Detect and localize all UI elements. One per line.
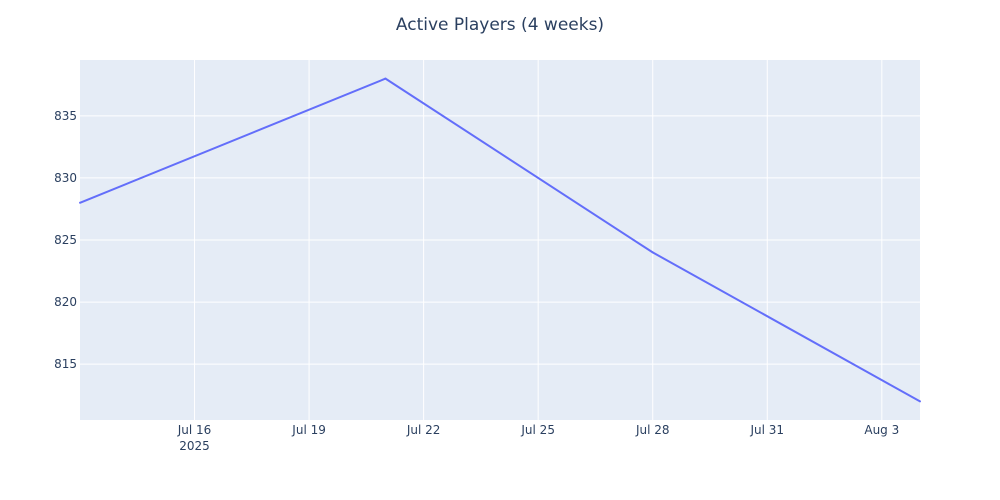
x-tick-label: Jul 31: [749, 423, 784, 437]
x-tick-label: Jul 22: [406, 423, 441, 437]
x-tick-label: Jul 25: [520, 423, 555, 437]
series-layer: [79, 77, 921, 403]
y-tick-label: 815: [54, 357, 77, 371]
y-tick-label: 820: [54, 295, 77, 309]
y-tick-label: 835: [54, 109, 77, 123]
y-gridlines: [80, 115, 920, 365]
x-tick-label: Aug 3: [864, 423, 899, 437]
x-tick-label: Jul 28: [635, 423, 670, 437]
y-tick-label: 830: [54, 171, 77, 185]
data-point: [384, 77, 387, 80]
x-tick-label: Jul 16: [177, 423, 212, 437]
series-line: [79, 77, 921, 403]
data-point: [919, 400, 921, 403]
chart-title: Active Players (4 weeks): [396, 15, 604, 35]
x-tick-label: Jul 19: [291, 423, 326, 437]
x-tick-year-label: 2025: [179, 439, 210, 453]
x-axis-ticks: Jul 16 2025 Jul 19 Jul 22 Jul 25 Jul 28 Jul 31…: [177, 423, 899, 453]
data-point: [651, 251, 654, 254]
y-axis-ticks: 815 820 825 830 835: [54, 109, 77, 371]
data-point: [79, 201, 81, 204]
y-tick-label: 825: [54, 233, 77, 247]
